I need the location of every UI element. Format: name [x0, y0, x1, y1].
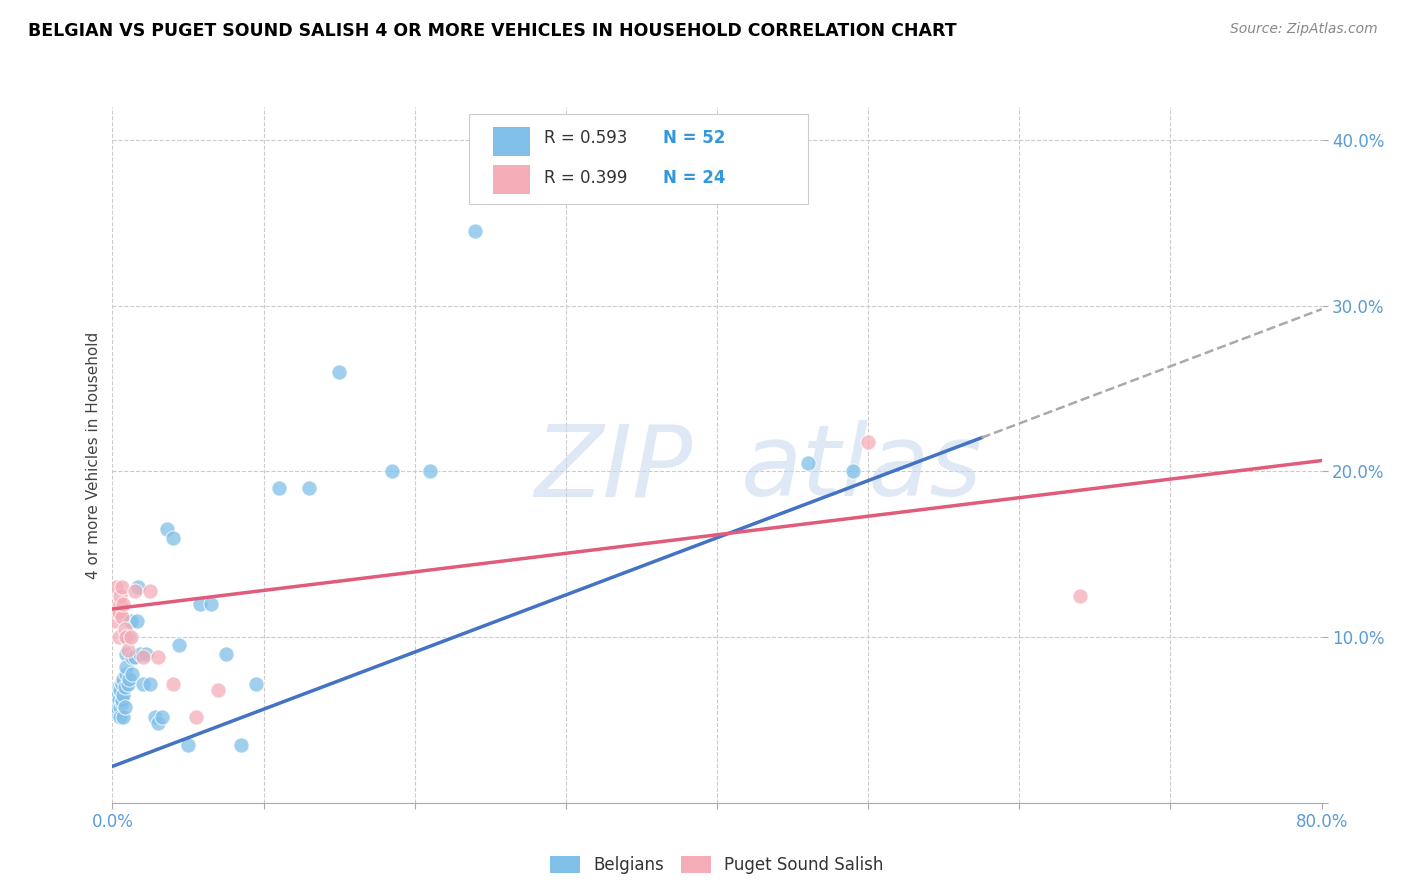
- Point: [139, 676, 162, 690]
- Point: [215, 647, 238, 661]
- Point: [105, 688, 128, 702]
- Text: N = 52: N = 52: [662, 128, 725, 146]
- Point: [110, 610, 132, 624]
- Point: [124, 583, 146, 598]
- Point: [120, 630, 142, 644]
- Point: [150, 709, 173, 723]
- Point: [117, 676, 139, 690]
- Point: [110, 693, 132, 707]
- Point: [103, 614, 125, 628]
- Point: [115, 660, 138, 674]
- Legend: Belgians, Puget Sound Salish: Belgians, Puget Sound Salish: [550, 856, 884, 874]
- Point: [112, 709, 135, 723]
- Point: [156, 523, 179, 537]
- Y-axis label: 4 or more Vehicles in Household: 4 or more Vehicles in Household: [86, 331, 101, 579]
- Bar: [494, 165, 530, 194]
- Point: [167, 639, 190, 653]
- Point: [135, 647, 157, 661]
- Point: [121, 650, 143, 665]
- Point: [328, 365, 350, 379]
- Point: [105, 605, 128, 619]
- Point: [117, 643, 139, 657]
- Point: [107, 630, 129, 644]
- Point: [114, 699, 136, 714]
- Point: [146, 650, 169, 665]
- Point: [108, 709, 131, 723]
- Point: [125, 614, 148, 628]
- Point: [115, 630, 138, 644]
- Point: [112, 672, 135, 686]
- Point: [117, 630, 139, 644]
- Point: [105, 597, 128, 611]
- Point: [139, 583, 162, 598]
- Point: [104, 705, 127, 719]
- Point: [132, 676, 155, 690]
- Point: [121, 666, 143, 681]
- Text: Source: ZipAtlas.com: Source: ZipAtlas.com: [1230, 22, 1378, 37]
- Point: [114, 622, 136, 636]
- Point: [796, 456, 818, 470]
- Point: [114, 680, 136, 694]
- Point: [118, 672, 141, 686]
- Point: [381, 465, 404, 479]
- Point: [107, 693, 129, 707]
- Point: [107, 605, 129, 619]
- Point: [298, 481, 321, 495]
- Point: [105, 699, 128, 714]
- Point: [177, 738, 200, 752]
- Text: ZIP: ZIP: [534, 420, 693, 517]
- Point: [107, 680, 129, 694]
- Point: [184, 709, 207, 723]
- Point: [267, 481, 290, 495]
- Point: [207, 683, 229, 698]
- Point: [128, 647, 150, 661]
- Point: [127, 581, 149, 595]
- Point: [108, 699, 131, 714]
- Point: [229, 738, 252, 752]
- Point: [112, 597, 135, 611]
- Point: [104, 581, 127, 595]
- Point: [162, 531, 184, 545]
- Point: [110, 697, 132, 711]
- Point: [245, 676, 267, 690]
- Point: [464, 224, 486, 238]
- Point: [419, 465, 441, 479]
- Point: [162, 676, 184, 690]
- Point: [1069, 589, 1091, 603]
- Point: [108, 597, 131, 611]
- Point: [146, 716, 169, 731]
- Point: [115, 647, 138, 661]
- Text: N = 24: N = 24: [662, 169, 725, 186]
- Point: [856, 434, 880, 449]
- Bar: [494, 127, 530, 156]
- Point: [143, 709, 166, 723]
- Point: [124, 650, 146, 665]
- Point: [115, 666, 138, 681]
- Text: R = 0.593: R = 0.593: [544, 128, 627, 146]
- Point: [108, 683, 131, 698]
- Point: [200, 597, 222, 611]
- Point: [120, 614, 142, 628]
- Text: atlas: atlas: [741, 420, 983, 517]
- Point: [110, 676, 132, 690]
- Point: [842, 465, 865, 479]
- Point: [108, 589, 131, 603]
- Point: [132, 650, 155, 665]
- FancyBboxPatch shape: [470, 114, 807, 204]
- Point: [112, 688, 135, 702]
- Point: [110, 581, 132, 595]
- Point: [188, 597, 211, 611]
- Text: R = 0.399: R = 0.399: [544, 169, 627, 186]
- Text: BELGIAN VS PUGET SOUND SALISH 4 OR MORE VEHICLES IN HOUSEHOLD CORRELATION CHART: BELGIAN VS PUGET SOUND SALISH 4 OR MORE …: [28, 22, 956, 40]
